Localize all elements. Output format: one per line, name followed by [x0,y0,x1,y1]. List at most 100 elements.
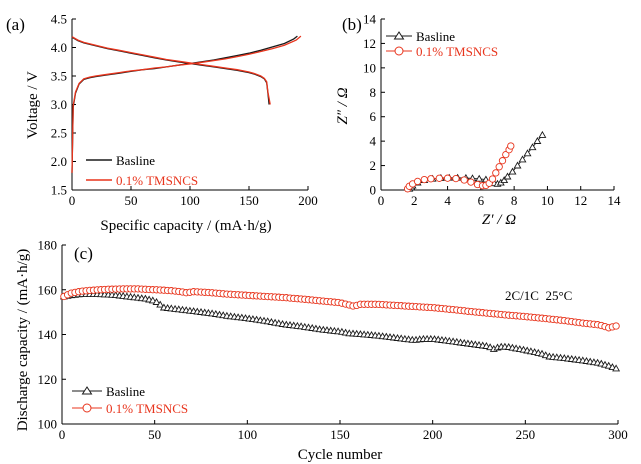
cycle-point-tmsncs [612,322,620,330]
x-tick-label: 100 [238,427,258,442]
eis-point-tmsncs [492,169,500,177]
x-tick-label: 0 [69,193,76,208]
eis-point-basline [500,176,509,184]
y-tick-label: 6 [370,109,377,124]
eis-point-tmsncs [467,178,475,186]
legend-c-marker-basline [81,386,93,395]
panel-b-axes: 0 2 4 6 8 10 12 14 0 2 4 6 8 10 12 14 [363,12,621,209]
eis-point-basline [503,172,512,180]
eis-point-basline [508,167,517,175]
panel-a-curves [71,35,302,173]
y-tick-label: 14 [363,12,377,27]
y-tick-label: 1.5 [51,183,67,198]
x-tick-label: 14 [608,193,622,208]
legend-c-marker-tmsncs [82,403,92,413]
legend-a-label-basline: Basline [116,153,155,168]
eis-point-tmsncs [502,150,510,159]
eis-point-tmsncs [498,157,507,165]
x-tick-label: 50 [125,193,138,208]
panel-b: (b) 0 2 4 6 8 10 12 14 0 2 4 6 8 10 12 14 Z′ / Ω Z″ / Ω… [335,12,621,229]
x-tick-label: 150 [239,193,259,208]
y-tick-label: 2.5 [51,126,67,141]
panel-b-points [403,130,547,193]
x-tick-label: 0 [59,427,66,442]
legend-c-label-tmsncs: 0.1% TMSNCS [106,401,188,416]
y-tick-label: 2.0 [51,154,67,169]
y-tick-label: 8 [370,85,377,100]
eis-point-basline [538,130,547,138]
y-tick-label: 3.5 [51,69,67,84]
eis-point-tmsncs [435,174,443,182]
panel-c-annotation: 2C/1C 25°C [505,288,572,303]
cycle-point-basline [156,300,165,308]
legend-c-label-basline: Basline [106,384,145,399]
panel-c-label: (c) [74,244,93,263]
y-tick-label: 10 [363,60,376,75]
y-tick-label: 4.0 [51,40,67,55]
y-tick-label: 100 [38,417,58,432]
y-tick-label: 12 [363,36,376,51]
legend-a-label-tmsncs: 0.1% TMSNCS [116,173,198,188]
x-tick-label: 0 [378,193,385,208]
discharge-curve-tmsncs [71,36,271,105]
y-tick-label: 4 [370,134,377,149]
x-tick-label: 8 [511,193,518,208]
panel-b-xlabel: Z′ / Ω [482,212,516,228]
y-tick-label: 2 [370,158,377,173]
panel-b-label: (b) [342,15,362,34]
eis-point-tmsncs [507,142,515,150]
eis-point-tmsncs [413,177,422,186]
cycle-point-basline [486,343,495,351]
eis-point-basline [518,155,527,163]
charge-curve-tmsncs [71,35,302,173]
y-tick-label: 120 [38,372,58,387]
eis-point-basline [475,174,484,182]
legend-b-marker-basline [393,31,405,40]
cycle-point-basline [152,297,161,305]
x-tick-label: 50 [148,427,161,442]
eis-point-tmsncs [452,174,460,183]
x-tick-label: 100 [180,193,200,208]
x-tick-label: 200 [423,427,443,442]
x-tick-label: 6 [478,193,485,208]
x-tick-label: 300 [608,427,628,442]
x-tick-label: 10 [541,193,554,208]
y-tick-label: 0 [370,183,377,198]
eis-point-tmsncs [460,176,468,184]
charge-curve-basline [71,35,298,173]
eis-point-tmsncs [420,175,428,184]
y-tick-label: 140 [38,327,58,342]
eis-point-tmsncs [488,175,497,183]
panel-a-legend: Basline 0.1% TMSNCS [86,153,198,188]
x-tick-label: 150 [330,427,350,442]
panel-b-ylabel: Z″ / Ω [335,87,351,124]
panel-a-axes: 0 50 100 150 200 1.5 2.0 2.5 3.0 3.5 4.0 4.5 [51,12,318,209]
panel-c: (c) 0 50 100 150 200 250 300 100 120 140 160 180 Cy… [15,238,628,464]
panel-c-ylabel: Discharge capacity / (mA·h/g) [15,249,31,432]
panel-b-legend: Basline 0.1% TMSNCS [386,29,498,59]
eis-point-basline [533,136,542,144]
y-tick-label: 3.0 [51,97,67,112]
eis-point-basline [523,149,532,157]
x-tick-label: 250 [516,427,536,442]
eis-point-basline [513,161,522,169]
y-tick-label: 160 [38,282,58,297]
y-tick-label: 4.5 [51,12,67,27]
x-tick-label: 2 [411,193,418,208]
panel-a-xlabel: Specific capacity / (mA·h/g) [100,218,271,234]
panel-c-legend: Basline 0.1% TMSNCS [72,384,188,416]
panel-a-label: (a) [6,15,25,34]
panel-a-ylabel: Voltage / V [25,71,41,139]
legend-b-label-basline: Basline [416,29,455,44]
legend-b-marker-tmsncs [394,46,404,56]
cycle-point-basline [538,349,546,357]
eis-point-tmsncs [443,174,452,182]
cycle-point-basline [612,364,621,372]
y-tick-label: 180 [38,238,58,253]
panel-c-axes: 0 50 100 150 200 250 300 100 120 140 160 180 [38,238,628,443]
eis-point-tmsncs [427,175,435,183]
eis-point-tmsncs [495,163,503,171]
eis-point-basline [528,143,537,151]
cycle-point-basline [148,296,157,304]
